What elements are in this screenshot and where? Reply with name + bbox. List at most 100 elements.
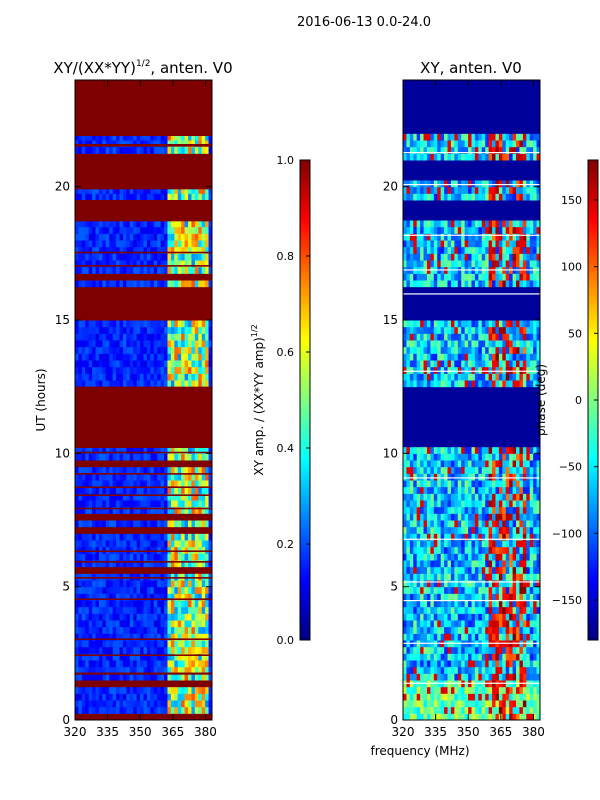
left-heatmap-cell (105, 186, 110, 194)
left-heatmap-cell (88, 280, 93, 288)
right-heatmap-cell (437, 660, 442, 668)
right-heatmap-cell (440, 246, 445, 254)
left-heatmap-cell (116, 553, 121, 561)
left-heatmap-cell (95, 473, 100, 481)
left-heatmap-cell (102, 266, 107, 274)
left-heatmap-cell (164, 280, 168, 288)
left-heatmap-cell (102, 133, 107, 141)
left-heatmap-cell (157, 620, 162, 628)
left-heatmap-cell (119, 246, 124, 254)
right-heatmap-cell (522, 666, 527, 674)
right-heatmap-cell (437, 460, 442, 468)
left-heatmap-cell (119, 640, 124, 648)
left-heatmap-cell (102, 653, 107, 661)
right-heatmap-cell (519, 186, 524, 194)
right-heatmap-cell (457, 626, 462, 634)
left-heatmap-cell (129, 280, 134, 288)
right-heatmap-cell (509, 280, 514, 288)
right-heatmap-cell (529, 220, 534, 228)
left-heatmap-cell (88, 533, 93, 541)
right-heatmap-cell (485, 560, 490, 568)
right-heatmap-cell (495, 260, 500, 268)
left-heatmap-cell (198, 706, 203, 714)
left-heatmap-cell (194, 446, 199, 454)
right-heatmap-cell (526, 653, 531, 661)
left-heatmap-cell (92, 366, 97, 374)
left-heatmap-cell (150, 520, 155, 528)
left-heatmap-cell (140, 280, 144, 288)
right-heatmap-cell (461, 246, 466, 254)
left-heatmap-cell (198, 486, 203, 494)
right-heatmap-cell (426, 633, 431, 641)
right-heatmap-cell (519, 273, 524, 281)
right-heatmap-cell (529, 526, 534, 534)
right-heatmap-cell (502, 193, 507, 201)
left-heatmap-cell (98, 506, 103, 514)
left-heatmap-cell (177, 506, 182, 514)
right-heatmap-cell (478, 320, 483, 328)
left-heatmap-cell (167, 646, 172, 654)
left-heatmap-cell (109, 586, 114, 594)
left-heatmap-cell (81, 246, 86, 254)
left-heatmap-cell (81, 573, 86, 581)
left-heatmap-cell (160, 486, 165, 494)
left-heatmap-cell (170, 633, 175, 641)
right-heatmap-cell (423, 466, 428, 474)
left-heatmap-cell (170, 493, 175, 501)
left-heatmap-cell (201, 600, 206, 608)
left-heatmap-cell (112, 346, 117, 354)
left-heatmap-band (75, 654, 212, 656)
right-heatmap-cell (505, 533, 510, 541)
left-heatmap-cell (191, 246, 196, 254)
right-heatmap-cell (464, 360, 469, 368)
left-heatmap-cell (174, 706, 179, 714)
right-heatmap-cell (409, 673, 414, 681)
left-heatmap-cell (208, 660, 212, 668)
left-heatmap-cell (181, 533, 186, 541)
right-heatmap-cell (519, 500, 524, 508)
left-heatmap-cell (170, 593, 175, 601)
right-heatmap-cell (406, 186, 411, 194)
right-heatmap-cell (450, 186, 455, 194)
right-heatmap-cell (444, 460, 449, 468)
right-heatmap-cell (471, 620, 476, 628)
right-heatmap-cell (471, 333, 476, 341)
right-heatmap-cell (440, 333, 445, 341)
left-heatmap-cell (81, 593, 86, 601)
right-heatmap-cell (464, 553, 469, 561)
left-heatmap-cell (85, 573, 90, 581)
left-heatmap-cell (167, 600, 172, 608)
left-heatmap-cell (136, 553, 141, 561)
left-heatmap-cell (88, 360, 93, 368)
left-heatmap-cell (167, 280, 172, 288)
left-heatmap-cell (177, 233, 182, 241)
right-heatmap-cell (454, 613, 459, 621)
right-heatmap-cell (478, 593, 483, 601)
left-heatmap-cell (194, 326, 199, 334)
right-heatmap-cell (481, 253, 486, 261)
left-heatmap-cell (208, 133, 212, 141)
right-heatmap-cell (522, 366, 527, 374)
right-heatmap-cell (471, 533, 476, 541)
left-heatmap-cell (188, 320, 192, 328)
right-heatmap-cell (481, 460, 486, 468)
left-heatmap-cell (136, 366, 141, 374)
left-heatmap-cell (75, 533, 79, 541)
left-heatmap-cell (191, 633, 196, 641)
right-heatmap-cell (457, 706, 462, 714)
left-heatmap-cell (98, 693, 103, 701)
left-heatmap-cell (201, 493, 206, 501)
left-heatmap-cell (184, 220, 189, 228)
left-heatmap-cell (92, 706, 97, 714)
right-heatmap-cell (450, 480, 455, 488)
left-heatmap-cell (198, 220, 203, 228)
left-heatmap-cell (88, 326, 93, 334)
left-heatmap-cell (157, 240, 162, 248)
left-heatmap-cell (81, 700, 86, 708)
right-heatmap-cell (516, 586, 520, 594)
left-heatmap-cell (167, 593, 172, 601)
right-heatmap-cell (495, 540, 500, 548)
right-heatmap-cell (444, 660, 449, 668)
left-heatmap-cell (167, 466, 172, 474)
right-heatmap-cell (416, 326, 421, 334)
